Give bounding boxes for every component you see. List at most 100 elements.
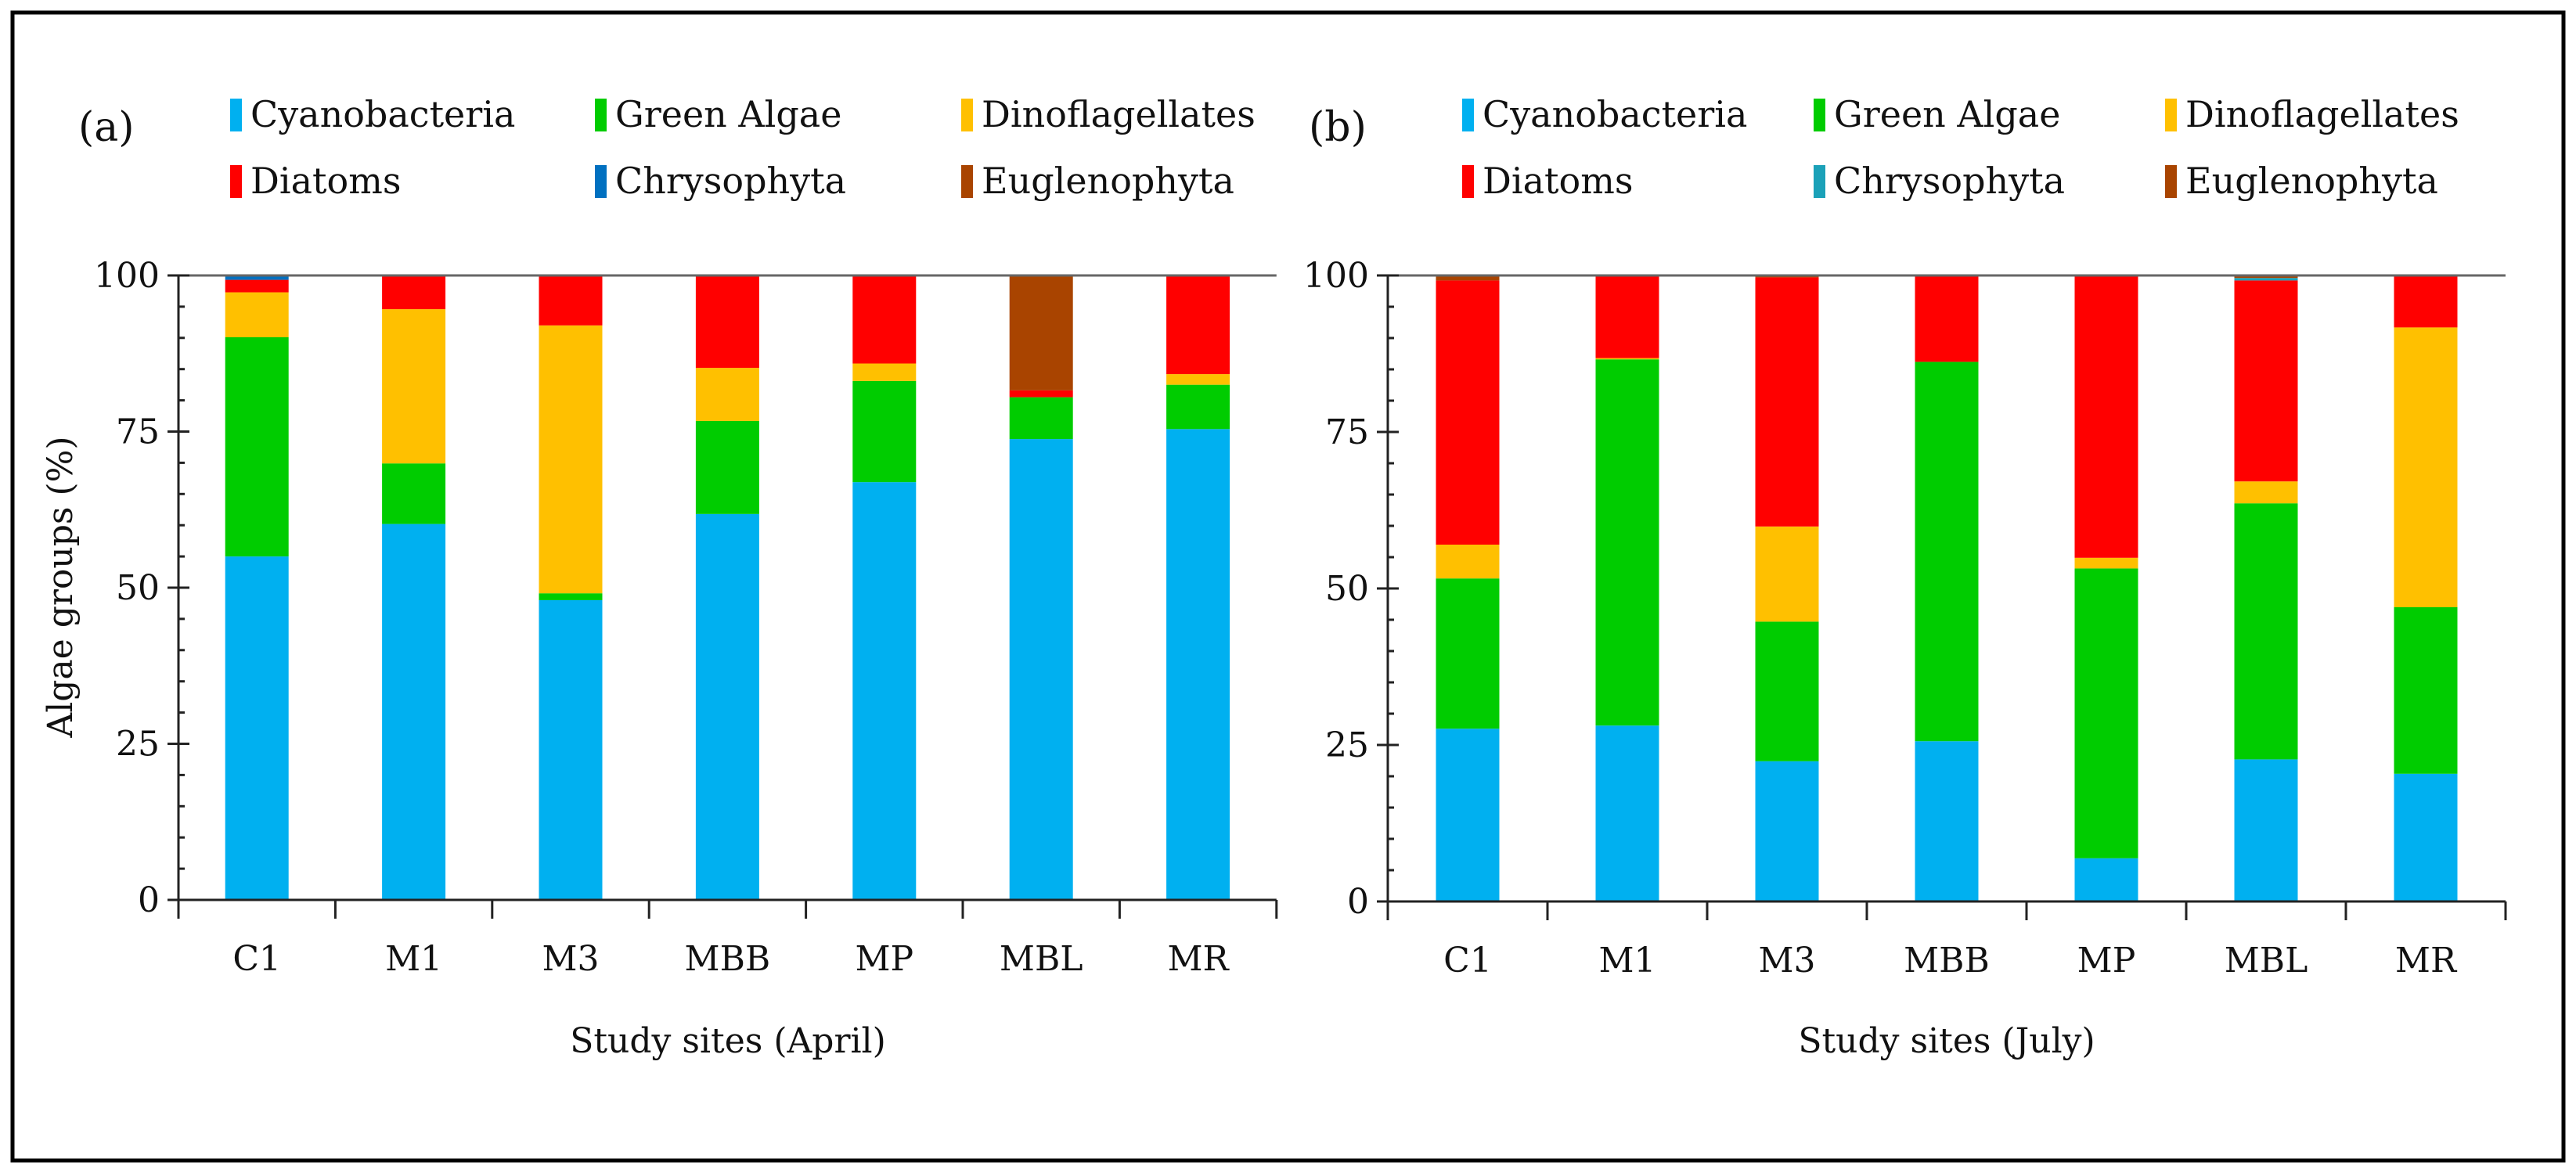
bar-segment-C1-dinoflagellates bbox=[1436, 545, 1500, 579]
legend-swatch bbox=[1814, 99, 1825, 131]
legend-swatch bbox=[2165, 99, 2177, 131]
legend-swatch bbox=[961, 99, 973, 131]
legend-swatch bbox=[1814, 165, 1825, 198]
y-tick-label: 25 bbox=[116, 725, 160, 765]
legend-swatch bbox=[595, 165, 607, 198]
bar-segment-MP-green-algae bbox=[2074, 568, 2138, 858]
bar-segment-M1-dinoflagellates bbox=[1595, 358, 1659, 360]
bar-segment-MR-cyanobacteria bbox=[1166, 429, 1230, 900]
bar-segment-MP-cyanobacteria bbox=[852, 482, 917, 900]
bar-segment-MR-dinoflagellates bbox=[1166, 374, 1230, 385]
legend-item: Green Algae bbox=[1814, 93, 2060, 135]
x-tick-label: M1 bbox=[1598, 941, 1655, 980]
legend-item: Diatoms bbox=[230, 160, 401, 202]
bar-segment-M1-cyanobacteria bbox=[382, 524, 446, 900]
x-tick-label: MR bbox=[2395, 941, 2458, 980]
bar-segment-MBB-diatoms bbox=[695, 275, 759, 369]
bar-segment-M3-dinoflagellates bbox=[1755, 526, 1819, 622]
bar-segment-MBB-green-algae bbox=[1915, 362, 1979, 742]
bar-segment-MP-dinoflagellates bbox=[2074, 557, 2138, 569]
bar-segment-MR-dinoflagellates bbox=[2394, 327, 2458, 607]
legend-swatch bbox=[595, 99, 607, 131]
x-tick-label: MP bbox=[2077, 941, 2136, 980]
bar-segment-MBL-chrysophyta bbox=[2234, 278, 2298, 281]
bar-segment-C1-diatoms bbox=[225, 279, 289, 293]
y-tick-label: 50 bbox=[1325, 569, 1369, 609]
bar-segment-MBB-cyanobacteria bbox=[695, 513, 759, 900]
legend-label: Cyanobacteria bbox=[1483, 93, 1747, 135]
legend-item: Diatoms bbox=[1462, 160, 1633, 202]
x-tick-label: MR bbox=[1168, 939, 1230, 979]
legend-swatch bbox=[1462, 99, 1474, 131]
y-tick-label: 75 bbox=[116, 412, 160, 452]
bar-segment-MP-diatoms bbox=[852, 275, 917, 364]
legend-label: Cyanobacteria bbox=[250, 93, 515, 135]
panel-b: Cyanobacteria Green Algae Dinoflagellates D… bbox=[1303, 93, 2507, 980]
bar-segment-M1-dinoflagellates bbox=[382, 309, 446, 464]
legend-item: Green Algae bbox=[595, 93, 841, 135]
bar-segment-C1-cyanobacteria bbox=[1436, 729, 1500, 901]
y-tick-label: 0 bbox=[138, 880, 160, 920]
bar-segment-M3-green-algae bbox=[539, 593, 603, 600]
legend-label: Chrysophyta bbox=[615, 160, 846, 202]
bar-segment-MP-dinoflagellates bbox=[852, 363, 917, 381]
bar-segment-MR-cyanobacteria bbox=[2394, 773, 2458, 901]
x-axis-title-a: Study sites (April) bbox=[570, 1021, 886, 1061]
legend-label: Euglenophyta bbox=[2185, 160, 2438, 202]
legend-swatch bbox=[230, 99, 242, 131]
x-tick-label: MP bbox=[855, 939, 913, 979]
bar-segment-M1-diatoms bbox=[382, 275, 446, 310]
bar-segment-M1-green-algae bbox=[1595, 359, 1659, 726]
bar-segment-MBL-euglenophyta bbox=[1009, 275, 1073, 390]
x-tick-label: C1 bbox=[1443, 941, 1492, 980]
legend-swatch bbox=[2165, 165, 2177, 198]
legend-item: Cyanobacteria bbox=[230, 93, 515, 135]
x-tick-label: M3 bbox=[1758, 941, 1815, 980]
bar-segment-MP-green-algae bbox=[852, 380, 917, 483]
y-tick-label: 100 bbox=[1303, 256, 1369, 296]
bar-segment-MR-diatoms bbox=[2394, 275, 2458, 328]
bar-segment-C1-dinoflagellates bbox=[225, 292, 289, 338]
bar-segment-MBL-dinoflagellates bbox=[2234, 481, 2298, 504]
bar-segment-MR-diatoms bbox=[1166, 275, 1230, 375]
bar-segment-MBL-diatoms bbox=[2234, 280, 2298, 482]
x-axis-title-b: Study sites (July) bbox=[1798, 1021, 2095, 1061]
y-tick-label: 0 bbox=[1347, 882, 1369, 922]
bar-segment-M3-diatoms bbox=[539, 275, 603, 326]
bar-segment-C1-chrysophyta bbox=[225, 275, 289, 280]
bar-segment-MBL-diatoms bbox=[1009, 390, 1073, 398]
x-tick-label: C1 bbox=[232, 939, 281, 979]
bar-segment-MBL-cyanobacteria bbox=[1009, 439, 1073, 900]
legend-label: Diatoms bbox=[250, 160, 401, 202]
bar-segment-MP-cyanobacteria bbox=[2074, 858, 2138, 901]
legend-label: Diatoms bbox=[1483, 160, 1633, 202]
y-axis-title: Algae groups (%) bbox=[41, 436, 81, 738]
bar-segment-MBL-green-algae bbox=[2234, 503, 2298, 760]
legend-item: Cyanobacteria bbox=[1462, 93, 1747, 135]
legend-item: Dinoflagellates bbox=[2165, 93, 2459, 135]
bar-segment-C1-euglenophyta bbox=[1436, 275, 1500, 281]
y-tick-label: 75 bbox=[1325, 412, 1369, 452]
legend-swatch bbox=[961, 165, 973, 198]
panel-a: Cyanobacteria Green Algae Dinoflagellates D… bbox=[94, 93, 1278, 979]
legend-label: Chrysophyta bbox=[1834, 160, 2065, 202]
bar-segment-C1-green-algae bbox=[225, 337, 289, 557]
bar-segment-MBB-cyanobacteria bbox=[1915, 741, 1979, 901]
bar-segment-M3-diatoms bbox=[1755, 277, 1819, 527]
bar-segment-M1-green-algae bbox=[382, 463, 446, 524]
y-tick-label: 25 bbox=[1325, 725, 1369, 765]
bar-segment-M3-cyanobacteria bbox=[539, 599, 603, 900]
legend-item: Euglenophyta bbox=[961, 160, 1234, 202]
bar-segment-C1-diatoms bbox=[1436, 280, 1500, 545]
x-tick-label: MBL bbox=[2225, 941, 2308, 980]
bar-segment-C1-green-algae bbox=[1436, 578, 1500, 729]
bar-segment-M3-green-algae bbox=[1755, 621, 1819, 761]
legend-item: Chrysophyta bbox=[1814, 160, 2065, 202]
panel-label-b: (b) bbox=[1309, 104, 1367, 151]
bar-segment-M3-dinoflagellates bbox=[539, 325, 603, 594]
legend-item: Chrysophyta bbox=[595, 160, 846, 202]
bar-segment-MR-green-algae bbox=[1166, 384, 1230, 430]
legend-item: Dinoflagellates bbox=[961, 93, 1256, 135]
bar-segment-MBL-green-algae bbox=[1009, 397, 1073, 440]
